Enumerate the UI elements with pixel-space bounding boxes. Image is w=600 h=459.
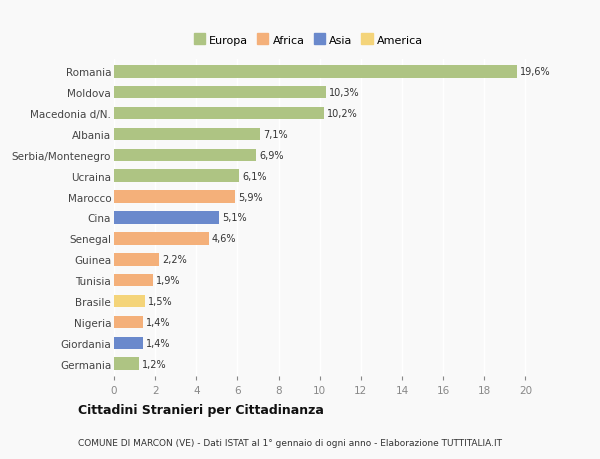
Bar xyxy=(114,295,145,308)
Bar xyxy=(114,66,517,78)
Text: 10,3%: 10,3% xyxy=(329,88,359,98)
Text: 6,9%: 6,9% xyxy=(259,151,284,161)
Bar xyxy=(114,87,326,99)
Bar xyxy=(114,253,159,266)
Text: 1,4%: 1,4% xyxy=(146,338,170,348)
Text: COMUNE DI MARCON (VE) - Dati ISTAT al 1° gennaio di ogni anno - Elaborazione TUT: COMUNE DI MARCON (VE) - Dati ISTAT al 1°… xyxy=(78,438,502,447)
Text: 5,1%: 5,1% xyxy=(222,213,247,223)
Bar xyxy=(114,170,239,183)
Bar xyxy=(114,233,209,245)
Text: 1,4%: 1,4% xyxy=(146,317,170,327)
Bar xyxy=(114,191,235,203)
Bar xyxy=(114,274,153,287)
Bar xyxy=(114,358,139,370)
Bar xyxy=(114,149,256,162)
Text: 2,2%: 2,2% xyxy=(163,255,187,265)
Text: 10,2%: 10,2% xyxy=(327,109,358,119)
Bar xyxy=(114,316,143,329)
Bar xyxy=(114,337,143,349)
Bar xyxy=(114,212,219,224)
Text: 6,1%: 6,1% xyxy=(242,171,267,181)
Text: 4,6%: 4,6% xyxy=(212,234,236,244)
Text: 7,1%: 7,1% xyxy=(263,130,288,140)
Text: 1,2%: 1,2% xyxy=(142,359,166,369)
Bar xyxy=(114,129,260,141)
Text: 5,9%: 5,9% xyxy=(238,192,263,202)
Text: 1,5%: 1,5% xyxy=(148,297,173,306)
Text: 19,6%: 19,6% xyxy=(520,67,551,77)
Text: Cittadini Stranieri per Cittadinanza: Cittadini Stranieri per Cittadinanza xyxy=(78,403,324,416)
Bar xyxy=(114,107,324,120)
Text: 1,9%: 1,9% xyxy=(156,275,181,285)
Legend: Europa, Africa, Asia, America: Europa, Africa, Asia, America xyxy=(191,34,425,48)
